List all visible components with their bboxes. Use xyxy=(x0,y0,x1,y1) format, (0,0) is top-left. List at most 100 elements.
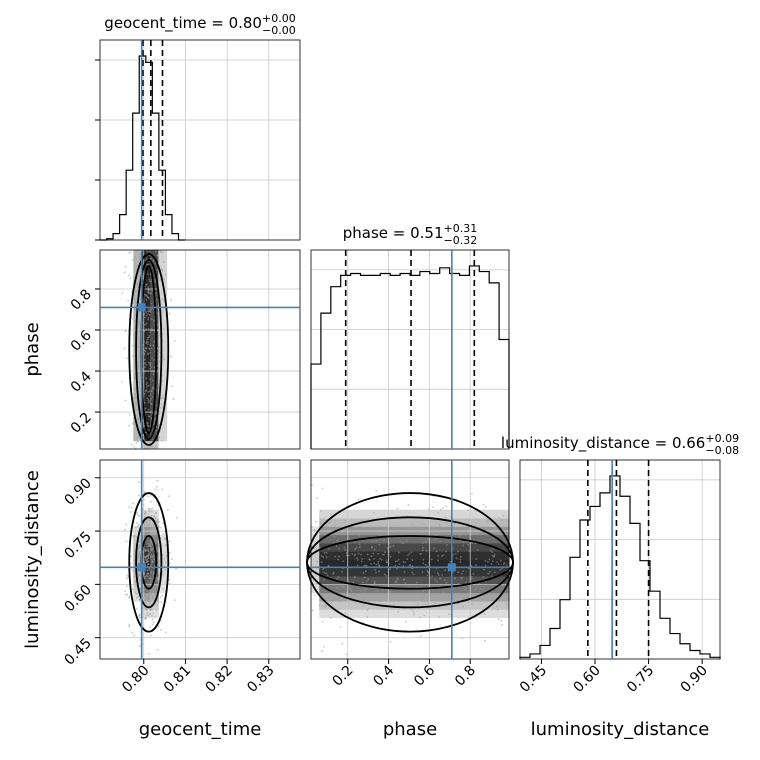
sample-point-1-0 xyxy=(137,418,140,421)
sample-point-1-0 xyxy=(161,268,163,271)
density-cell-1-0 xyxy=(150,374,159,384)
density-cell-1-0 xyxy=(150,357,159,367)
density-cell-2-1 xyxy=(385,551,394,560)
sample-point-2-1 xyxy=(356,559,359,561)
sample-point-2-0 xyxy=(134,592,137,594)
sample-point-2-1 xyxy=(385,588,387,591)
sample-point-2-0 xyxy=(155,548,158,551)
sample-point-2-1 xyxy=(354,548,357,551)
sample-point-2-1 xyxy=(430,529,433,531)
panel-title-minus-luminosity_distance: −0.08 xyxy=(705,444,739,457)
density-cell-1-0 xyxy=(158,258,168,268)
density-cell-2-1 xyxy=(385,518,394,527)
sample-point-2-1 xyxy=(371,546,373,549)
sample-point-2-1 xyxy=(405,620,407,623)
tick-label-y-phase-1: 0.4 xyxy=(68,368,95,395)
density-cell-1-0 xyxy=(158,382,168,392)
sample-point-2-1 xyxy=(379,600,381,603)
sample-point-2-1 xyxy=(441,574,444,576)
density-cell-1-0 xyxy=(141,316,151,326)
sample-point-2-0 xyxy=(147,580,150,582)
sample-point-2-1 xyxy=(484,559,487,562)
sample-point-2-1 xyxy=(499,568,502,571)
sample-point-2-1 xyxy=(407,554,409,556)
sample-point-2-1 xyxy=(424,603,427,606)
sample-point-1-0 xyxy=(147,310,149,312)
sample-point-2-1 xyxy=(345,653,348,656)
density-cell-2-1 xyxy=(410,567,419,577)
sample-point-2-1 xyxy=(320,555,323,557)
density-cell-2-1 xyxy=(377,584,386,594)
sample-point-1-0 xyxy=(151,446,153,449)
density-cell-2-1 xyxy=(492,509,502,519)
sample-point-2-0 xyxy=(150,514,153,517)
sample-point-2-1 xyxy=(397,600,400,603)
density-cell-2-1 xyxy=(500,509,510,519)
tick-label-x-geocent_time-1: 0.81 xyxy=(161,663,194,696)
density-cell-2-1 xyxy=(335,509,345,519)
density-cell-2-1 xyxy=(500,609,510,619)
density-cell-2-1 xyxy=(344,592,353,602)
density-cell-2-1 xyxy=(327,518,337,527)
sample-point-2-1 xyxy=(375,563,378,566)
density-cell-2-1 xyxy=(459,542,469,552)
sample-point-2-1 xyxy=(403,571,406,573)
sample-point-2-1 xyxy=(415,586,418,588)
sample-point-2-0 xyxy=(165,561,168,564)
sample-point-1-0 xyxy=(145,363,148,366)
sample-point-2-1 xyxy=(424,541,427,543)
sample-point-2-0 xyxy=(155,587,158,590)
density-cell-2-1 xyxy=(401,518,411,527)
sample-point-2-1 xyxy=(439,525,441,528)
sample-point-2-1 xyxy=(333,524,336,527)
density-cell-2-1 xyxy=(344,576,353,585)
sample-point-2-1 xyxy=(362,572,365,574)
sample-point-1-0 xyxy=(150,302,153,305)
sample-point-1-0 xyxy=(144,350,147,353)
sample-point-2-1 xyxy=(339,626,342,628)
sample-point-1-0 xyxy=(151,438,154,441)
sample-point-2-1 xyxy=(458,535,461,538)
sample-point-2-1 xyxy=(497,563,500,565)
density-cell-2-1 xyxy=(418,600,427,610)
density-cell-2-1 xyxy=(360,609,370,619)
sample-point-2-0 xyxy=(147,563,150,566)
sample-point-1-0 xyxy=(150,347,153,350)
density-cell-2-1 xyxy=(401,609,411,619)
density-cell-1-0 xyxy=(133,374,143,384)
sample-point-2-1 xyxy=(422,546,424,549)
sample-point-2-0 xyxy=(133,634,135,637)
sample-point-1-0 xyxy=(148,280,151,283)
sample-point-2-1 xyxy=(471,603,473,605)
density-cell-2-1 xyxy=(476,600,485,610)
sample-point-1-0 xyxy=(128,414,131,416)
sample-point-2-0 xyxy=(144,575,147,578)
sample-point-2-1 xyxy=(374,568,376,571)
sample-point-1-0 xyxy=(150,292,153,295)
density-cell-2-1 xyxy=(327,584,337,594)
sample-point-2-1 xyxy=(411,571,414,574)
sample-point-2-1 xyxy=(336,597,339,600)
density-cell-2-1 xyxy=(418,509,427,519)
sample-point-2-1 xyxy=(375,490,378,492)
density-cell-2-1 xyxy=(327,567,337,577)
sample-point-2-1 xyxy=(396,560,399,562)
sample-point-2-0 xyxy=(164,569,167,571)
sample-point-2-0 xyxy=(138,613,141,616)
sample-point-1-0 xyxy=(131,355,134,357)
density-cell-2-1 xyxy=(500,559,510,569)
sample-point-2-1 xyxy=(489,570,491,573)
sample-point-2-0 xyxy=(150,549,152,551)
sample-point-1-0 xyxy=(161,309,163,312)
tick-label-x-phase-3: 0.8 xyxy=(452,663,479,690)
density-cell-2-1 xyxy=(352,576,361,585)
sample-point-1-0 xyxy=(143,352,146,355)
sample-point-2-1 xyxy=(445,550,448,553)
sample-point-1-0 xyxy=(146,338,149,341)
density-cell-2-1 xyxy=(368,576,378,585)
density-cell-2-1 xyxy=(467,534,477,544)
sample-point-2-1 xyxy=(325,572,328,575)
sample-point-2-0 xyxy=(137,556,139,558)
density-cell-2-1 xyxy=(476,576,485,585)
sample-point-1-0 xyxy=(133,299,136,302)
